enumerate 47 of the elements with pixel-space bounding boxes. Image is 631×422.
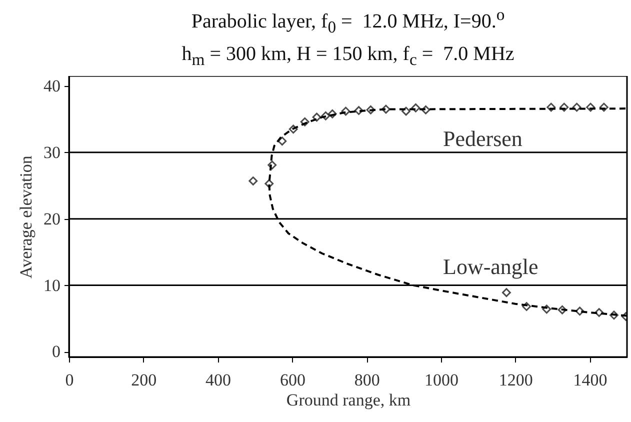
annotation: Pedersen (443, 126, 522, 152)
point (402, 106, 410, 116)
x-tick-label: 0 (65, 370, 74, 390)
point (354, 106, 364, 115)
y-tick-label: 40 (44, 76, 60, 96)
point (268, 160, 277, 170)
x-tick-label: 800 (354, 370, 380, 390)
point (321, 111, 330, 120)
point (502, 288, 511, 298)
point (300, 117, 310, 126)
x-tick-label: 1400 (573, 370, 608, 390)
point (558, 305, 567, 314)
point (560, 102, 569, 112)
y-tick-label: 0 (52, 342, 60, 362)
point (610, 310, 618, 320)
x-tick-label: 200 (131, 370, 157, 390)
y-tick-label: 30 (44, 142, 60, 162)
x-tick-label: 1200 (498, 370, 533, 390)
point (381, 104, 390, 114)
point (599, 102, 608, 112)
point (575, 306, 584, 316)
point (341, 106, 350, 116)
point (278, 136, 287, 146)
point (288, 124, 298, 134)
x-axis-title: Ground range, km (286, 390, 411, 410)
y-tick-label: 20 (44, 209, 60, 228)
annotation: Low-angle (443, 254, 538, 280)
point (248, 176, 258, 186)
point (411, 103, 420, 112)
point (264, 179, 274, 188)
y-tick-label: 10 (44, 276, 60, 295)
chart-title: Parabolic layer, f$_{0}$ = 12.0 MHz, I=90.$^{o}$ (190, 4, 506, 39)
x-tick-label: 1000 (424, 370, 458, 390)
x-tick-label: 400 (206, 370, 232, 390)
y-axis-title: Average elevation (16, 155, 36, 278)
point (586, 102, 595, 112)
point (328, 109, 337, 118)
point (546, 102, 556, 112)
point (522, 302, 532, 311)
point (421, 105, 430, 114)
point (594, 308, 604, 317)
point (366, 105, 376, 114)
x-tick-label: 600 (280, 370, 306, 390)
chart-subtitle: h$_{m}$ = 300 km, H = 150 km, f$_{c}$ = 7.0 MHz (180, 42, 516, 71)
point (572, 102, 582, 112)
point (312, 112, 322, 122)
point (542, 304, 552, 314)
